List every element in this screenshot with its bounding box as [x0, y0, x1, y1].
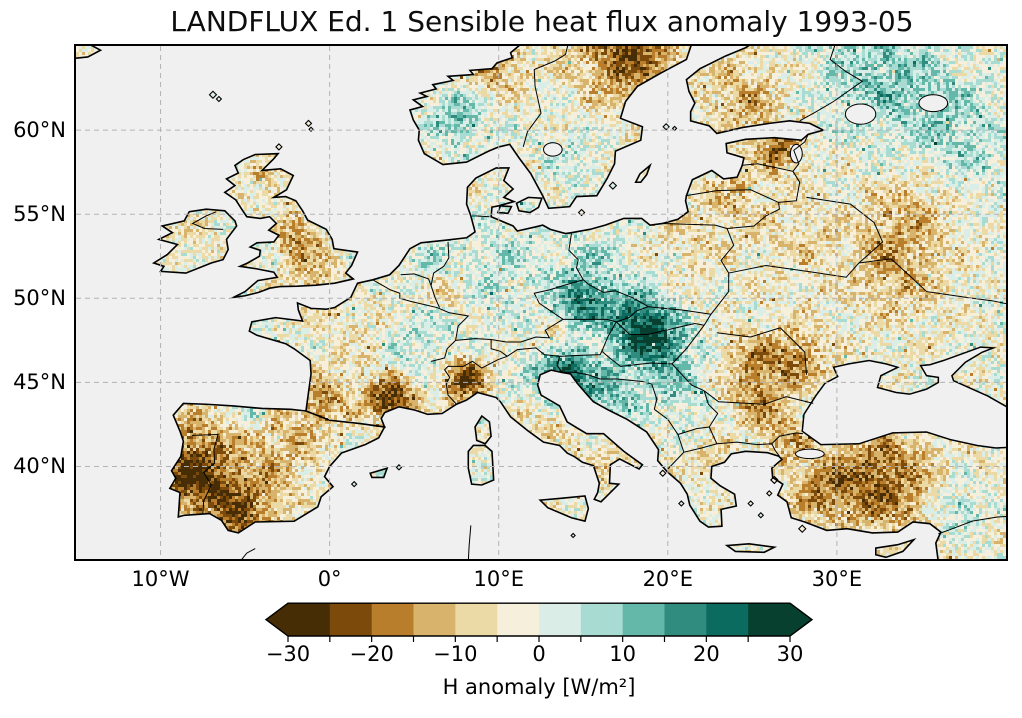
x-tick-label: 20°E: [642, 567, 694, 591]
colorbar: [264, 602, 814, 642]
colorbar-segment: [664, 603, 707, 636]
colorbar-label: H anomaly [W/m²]: [442, 675, 636, 699]
colorbar-segment: [288, 603, 331, 636]
colorbar-segment: [748, 603, 791, 636]
colorbar-tick-label: −20: [349, 642, 394, 666]
colorbar-segment: [371, 603, 414, 636]
y-tick-label: 55°N: [13, 202, 66, 227]
colorbar-tick-label: −10: [433, 642, 478, 666]
y-tick-label: 45°N: [13, 370, 66, 395]
colorbar-tick-label: 0: [532, 642, 546, 666]
x-tick-label: 30°E: [811, 567, 863, 591]
colorbar-segment: [497, 603, 540, 636]
colorbar-tick-label: 30: [776, 642, 804, 666]
map-panel: [74, 44, 1008, 561]
colorbar-segment: [539, 603, 582, 636]
colorbar-segment: [329, 603, 373, 636]
colorbar-tick-label: 10: [609, 642, 637, 666]
colorbar-segment: [455, 603, 498, 636]
x-tick-label: 10°W: [131, 567, 190, 591]
europe-anomaly-map: [76, 46, 1006, 559]
x-tick-label: 10°E: [473, 567, 524, 591]
colorbar-tick-label: −30: [265, 642, 311, 666]
colorbar-segment: [413, 603, 456, 636]
colorbar-segment: [622, 603, 665, 636]
y-tick-label: 60°N: [13, 118, 66, 143]
colorbar-segments: [266, 603, 812, 636]
y-tick-label: 40°N: [13, 454, 66, 479]
chart-title: LANDFLUX Ed. 1 Sensible heat flux anomal…: [170, 5, 914, 38]
colorbar-tick-label: 20: [692, 642, 720, 666]
colorbar-under-arrow: [266, 603, 288, 636]
colorbar-segment: [580, 603, 624, 636]
y-tick-label: 50°N: [13, 286, 66, 311]
x-tick-label: 0°: [317, 567, 342, 591]
colorbar-segment: [706, 603, 749, 636]
colorbar-over-arrow: [790, 603, 812, 636]
